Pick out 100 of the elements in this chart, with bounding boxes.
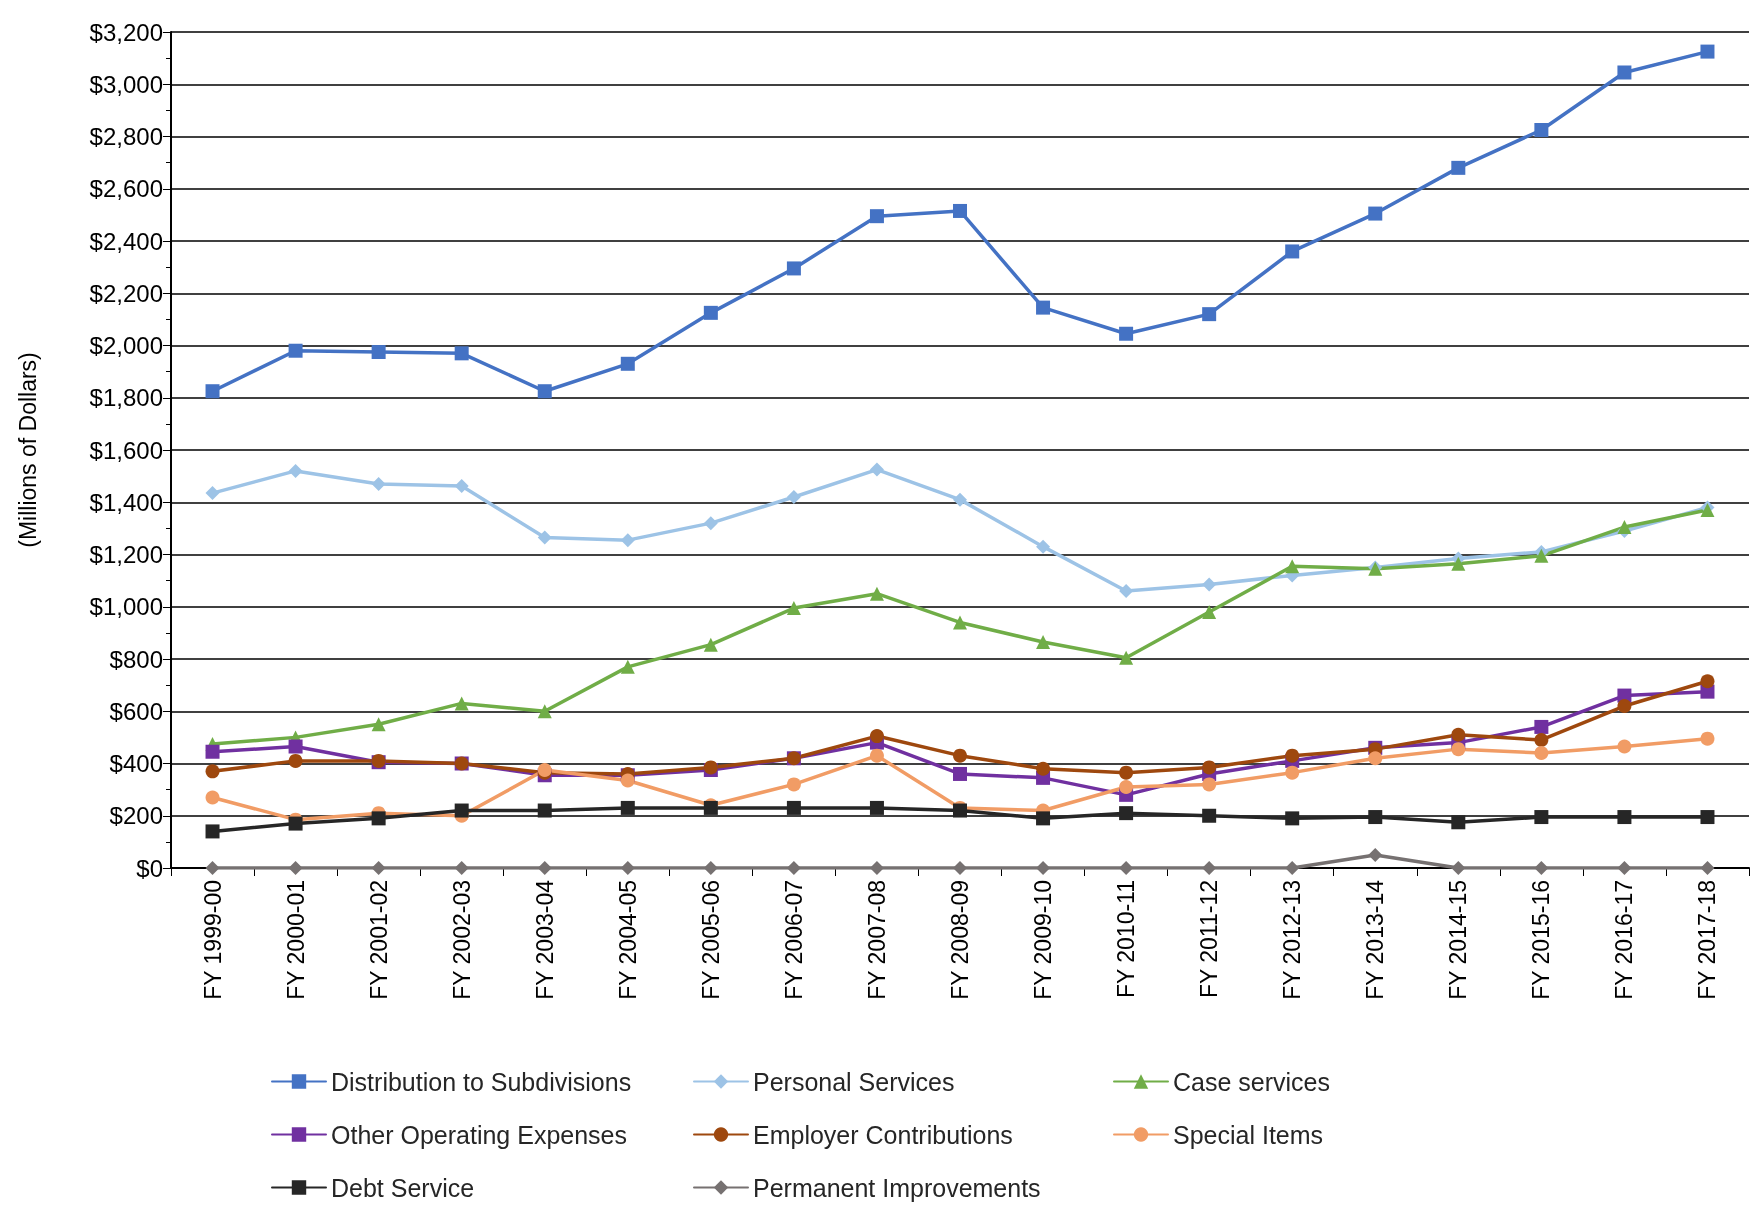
legend-label: Personal Services xyxy=(753,1067,955,1096)
point xyxy=(1119,806,1134,821)
point xyxy=(1368,847,1383,862)
point xyxy=(1036,300,1051,315)
legend-label: Case services xyxy=(1173,1067,1330,1096)
point xyxy=(1534,810,1549,825)
legend-label: Permanent Improvements xyxy=(753,1173,1041,1202)
x-tick-label: FY 2017-18 xyxy=(1694,880,1721,1000)
x-tick-label: FY 2000-01 xyxy=(282,880,309,1000)
point xyxy=(1119,584,1134,599)
point xyxy=(1534,732,1549,747)
point xyxy=(620,800,635,815)
x-tick-label: FY 2016-17 xyxy=(1611,880,1638,1000)
x-tick-label: FY 2002-03 xyxy=(448,880,475,1000)
y-tick-label: $400 xyxy=(109,750,163,777)
point xyxy=(620,356,635,371)
x-tick-label: FY 2013-14 xyxy=(1362,879,1389,1000)
point xyxy=(869,462,884,477)
point xyxy=(953,748,967,763)
point xyxy=(620,533,635,548)
y-tick-label: $1,600 xyxy=(89,436,163,464)
x-tick-label: FY 2005-06 xyxy=(697,880,724,1000)
point xyxy=(953,203,967,218)
y-tick-label: $1,000 xyxy=(89,593,163,621)
y-tick-label: $2,800 xyxy=(89,123,163,150)
point xyxy=(371,476,386,491)
point xyxy=(288,861,303,875)
legend-label: Special Items xyxy=(1173,1120,1324,1149)
point xyxy=(371,717,386,732)
y-tick-label: $800 xyxy=(109,645,163,673)
point xyxy=(1036,861,1051,875)
x-tick-label: FY 2009-10 xyxy=(1030,880,1057,1000)
point xyxy=(454,861,469,875)
legend-label: Other Operating Expenses xyxy=(331,1120,627,1149)
point xyxy=(869,586,884,601)
y-tick-label: $2,600 xyxy=(89,175,163,203)
x-tick-label: FY 2004-05 xyxy=(614,880,641,1000)
point xyxy=(1534,122,1549,137)
y-tick-label: $2,400 xyxy=(89,227,163,255)
point xyxy=(1119,326,1134,341)
point xyxy=(1451,556,1466,571)
point xyxy=(703,637,718,652)
point xyxy=(1700,44,1715,59)
point xyxy=(1451,861,1466,875)
point xyxy=(288,463,303,478)
y-tick-label: $3,200 xyxy=(89,18,163,46)
point xyxy=(1202,604,1217,619)
point xyxy=(703,305,718,320)
point xyxy=(205,824,220,839)
y-tick-label: $200 xyxy=(109,802,163,830)
y-tick-label: $2,200 xyxy=(89,279,163,307)
point xyxy=(537,861,552,875)
point xyxy=(205,486,220,501)
point xyxy=(1534,719,1549,734)
x-tick-label: FY 2014-15 xyxy=(1445,880,1472,1000)
point xyxy=(1368,751,1383,766)
point xyxy=(1202,808,1217,823)
point xyxy=(1285,765,1300,780)
x-tick-label: FY 2011-12 xyxy=(1196,880,1223,999)
point xyxy=(953,766,967,781)
point xyxy=(620,861,635,875)
point xyxy=(371,811,386,826)
point xyxy=(953,861,967,875)
x-tick-label: FY 2008-09 xyxy=(947,880,973,1000)
point xyxy=(786,800,801,815)
point xyxy=(371,861,386,875)
point xyxy=(454,803,469,818)
x-tick-label: FY 2003-04 xyxy=(531,879,558,1000)
y-tick-label: $1,200 xyxy=(89,541,163,568)
point xyxy=(205,764,220,779)
point xyxy=(786,601,801,616)
point xyxy=(537,384,552,399)
point xyxy=(1036,761,1051,776)
point xyxy=(205,744,220,759)
y-axis-title: (Millions of Dollars) xyxy=(14,352,41,548)
point xyxy=(1451,742,1466,757)
point xyxy=(953,492,967,507)
point xyxy=(288,739,303,754)
y-tick-label: $3,000 xyxy=(89,70,163,98)
x-tick-label: FY 2007-08 xyxy=(863,880,890,1000)
x-tick-label: FY 2010-11 xyxy=(1113,880,1140,999)
point xyxy=(1202,577,1217,592)
point xyxy=(869,861,884,875)
point xyxy=(454,346,469,361)
point xyxy=(1700,674,1715,689)
point xyxy=(205,790,220,805)
point xyxy=(1285,861,1300,875)
point xyxy=(288,816,303,831)
point xyxy=(786,861,801,875)
point xyxy=(1617,861,1632,875)
point xyxy=(1119,765,1134,780)
y-tick-label: $1,800 xyxy=(89,384,163,412)
point xyxy=(371,345,386,360)
point xyxy=(869,800,884,815)
x-tick-label: FY 2012-13 xyxy=(1279,880,1306,1000)
point xyxy=(620,773,635,788)
point xyxy=(1202,307,1217,322)
point xyxy=(1119,861,1134,875)
point xyxy=(786,777,801,792)
point xyxy=(454,479,469,494)
